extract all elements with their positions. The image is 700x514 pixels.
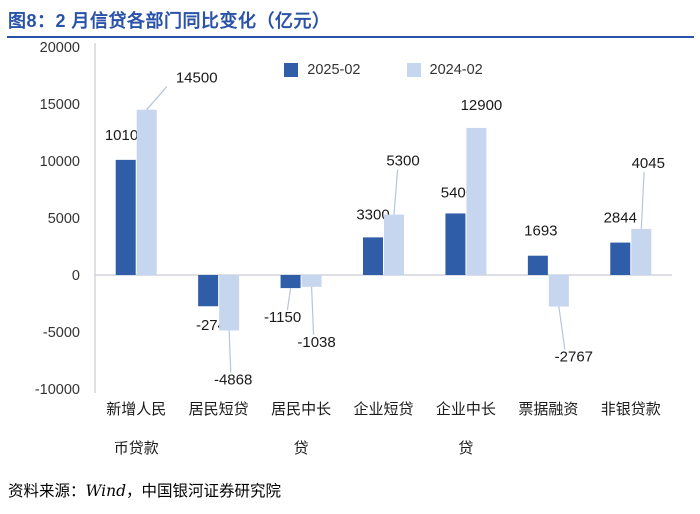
figure-title: 图8：2 月信贷各部门同比变化（亿元） <box>8 11 331 31</box>
bar-value-label: -4868 <box>214 371 252 388</box>
bar-2025-02-企业中长贷 <box>445 213 466 275</box>
bar-2024-02-企业短贷 <box>384 214 404 275</box>
legend-swatch-2024-02 <box>406 63 421 77</box>
bar-2025-02-企业短贷 <box>363 237 383 275</box>
legend-swatch-2025-02 <box>284 63 299 77</box>
bar-2024-02-居民短贷 <box>219 275 240 331</box>
label-leader-line <box>286 288 292 311</box>
x-category-label: 票据融资 <box>518 401 578 418</box>
label-leader-line <box>558 306 566 350</box>
source-note-suffix: ，中国银河证券研究院 <box>126 482 282 500</box>
bar-2025-02-非银贷款 <box>610 242 631 275</box>
bar-value-label: 4045 <box>632 155 665 172</box>
y-tick-label: -5000 <box>43 325 80 341</box>
bar-2025-02-居民中长贷 <box>280 275 301 289</box>
bar-2025-02-新增人民币贷款 <box>115 159 136 275</box>
source-note-prefix: 资料来源： <box>8 482 86 500</box>
bar-value-label: 2844 <box>604 210 637 227</box>
y-tick-label: 5000 <box>48 211 80 227</box>
bar-value-label: -2767 <box>555 349 593 366</box>
legend-label-2024-02: 2024-02 <box>429 62 483 78</box>
x-category-label: 企业中长贷 <box>436 400 496 457</box>
x-category-label: 企业短贷 <box>353 400 413 418</box>
bar-2024-02-企业中长贷 <box>466 127 487 275</box>
bar-value-label: 5300 <box>386 153 419 170</box>
x-category-label: 新增人民币贷款 <box>106 401 166 457</box>
bar-value-label: 14500 <box>176 70 218 87</box>
bar-2024-02-新增人民币贷款 <box>136 109 157 275</box>
bar-2024-02-票据融资 <box>548 275 569 307</box>
label-leader-line <box>310 286 315 335</box>
title-divider <box>7 36 694 38</box>
source-note-wind: Wind <box>85 482 127 500</box>
bar-2024-02-非银贷款 <box>631 228 652 275</box>
y-tick-label: 20000 <box>40 40 80 56</box>
y-tick-label: 0 <box>72 268 80 284</box>
source-note: 资料来源：Wind，中国银河证券研究院 <box>8 479 281 501</box>
legend-label-2025-02: 2025-02 <box>307 62 361 78</box>
x-category-label: 居民短贷 <box>189 401 249 418</box>
y-tick-label: 15000 <box>40 97 80 113</box>
bar-value-label: 12900 <box>461 97 503 114</box>
bar-2024-02-居民中长贷 <box>301 275 322 287</box>
label-leader-line <box>228 330 232 373</box>
y-tick-label: -10000 <box>35 382 80 398</box>
legend-item-2025-02: 2025-02 <box>284 62 361 78</box>
bar-value-label: 3300 <box>356 206 389 223</box>
bar-2025-02-居民短贷 <box>198 275 219 307</box>
legend-item-2024-02: 2024-02 <box>406 62 483 78</box>
bar-value-label: 1693 <box>524 223 557 240</box>
y-tick-label: 10000 <box>40 154 80 170</box>
x-category-label: 居民中长贷 <box>271 401 331 457</box>
bar-value-label: 5400 <box>441 184 474 201</box>
bar-value-label: 10100 <box>105 127 147 144</box>
bar-value-label: -1038 <box>297 334 335 351</box>
label-leader-line <box>146 86 168 111</box>
chart-legend: 2025-02 2024-02 <box>95 62 672 78</box>
bar-value-label: -1150 <box>264 309 301 326</box>
bar-2025-02-票据融资 <box>527 255 548 275</box>
x-category-label: 非银贷款 <box>601 401 661 418</box>
label-leader-line <box>393 169 399 215</box>
label-leader-line <box>640 171 645 229</box>
